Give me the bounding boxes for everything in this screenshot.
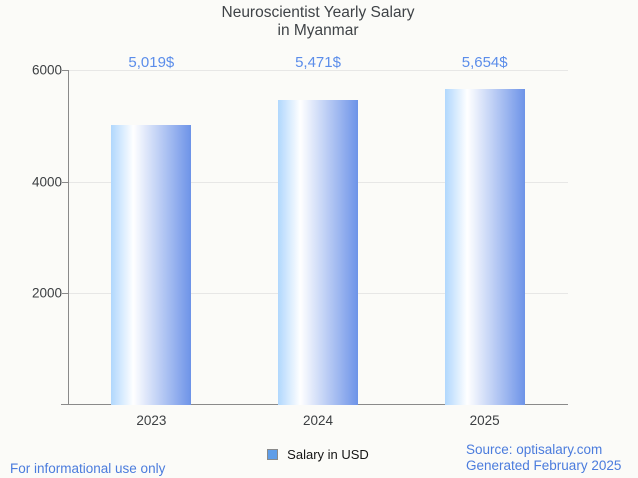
bar-slot: [68, 70, 235, 405]
y-axis-line: [68, 70, 69, 405]
chart-title: Neuroscientist Yearly Salary in Myanmar: [68, 4, 568, 39]
x-axis-category-label: 2024: [302, 413, 334, 428]
bar-slot: [235, 70, 402, 405]
bar-value-label: 5,654$: [461, 54, 508, 71]
generated-text: Generated February 2025: [466, 457, 622, 473]
x-axis-category-label: 2023: [136, 413, 167, 428]
bar: [278, 99, 358, 405]
y-axis-tick: [62, 70, 68, 71]
bar-value-label: 5,019$: [128, 54, 175, 71]
source-block: Source: optisalary.com Generated Februar…: [466, 442, 621, 473]
x-axis-category-label: 2025: [469, 413, 500, 428]
bar-value-labels: 5,019$ 5,471$ 5,654$: [68, 54, 568, 71]
y-axis-tick: [62, 293, 68, 295]
gridline: [68, 70, 568, 71]
plot-area: [61, 70, 568, 405]
bars-container: [68, 70, 568, 405]
bar: [444, 89, 525, 405]
y-axis-labels: 6000 4000 2000: [0, 63, 62, 405]
bar-slot: [401, 70, 568, 405]
y-axis-tick: [62, 181, 68, 183]
legend-label[interactable]: Salary in USD: [287, 447, 369, 462]
bar: [111, 124, 192, 405]
legend: Salary in USD: [68, 447, 568, 462]
y-axis-tick-label: 6000: [31, 62, 62, 78]
chart-title-line1: Neuroscientist Yearly Salary: [221, 4, 415, 21]
legend-marker-icon: [267, 449, 279, 460]
chart-title-line2: in Myanmar: [277, 21, 359, 39]
source-text: Source: optisalary.com: [466, 442, 603, 457]
x-axis-labels: 2023 2024 2025: [68, 413, 568, 428]
y-axis-tick-label: 4000: [31, 174, 62, 190]
y-axis-tick-label: 2000: [31, 285, 62, 301]
bar-value-label: 5,471$: [295, 54, 341, 71]
disclaimer-text: For informational use only: [10, 461, 166, 476]
